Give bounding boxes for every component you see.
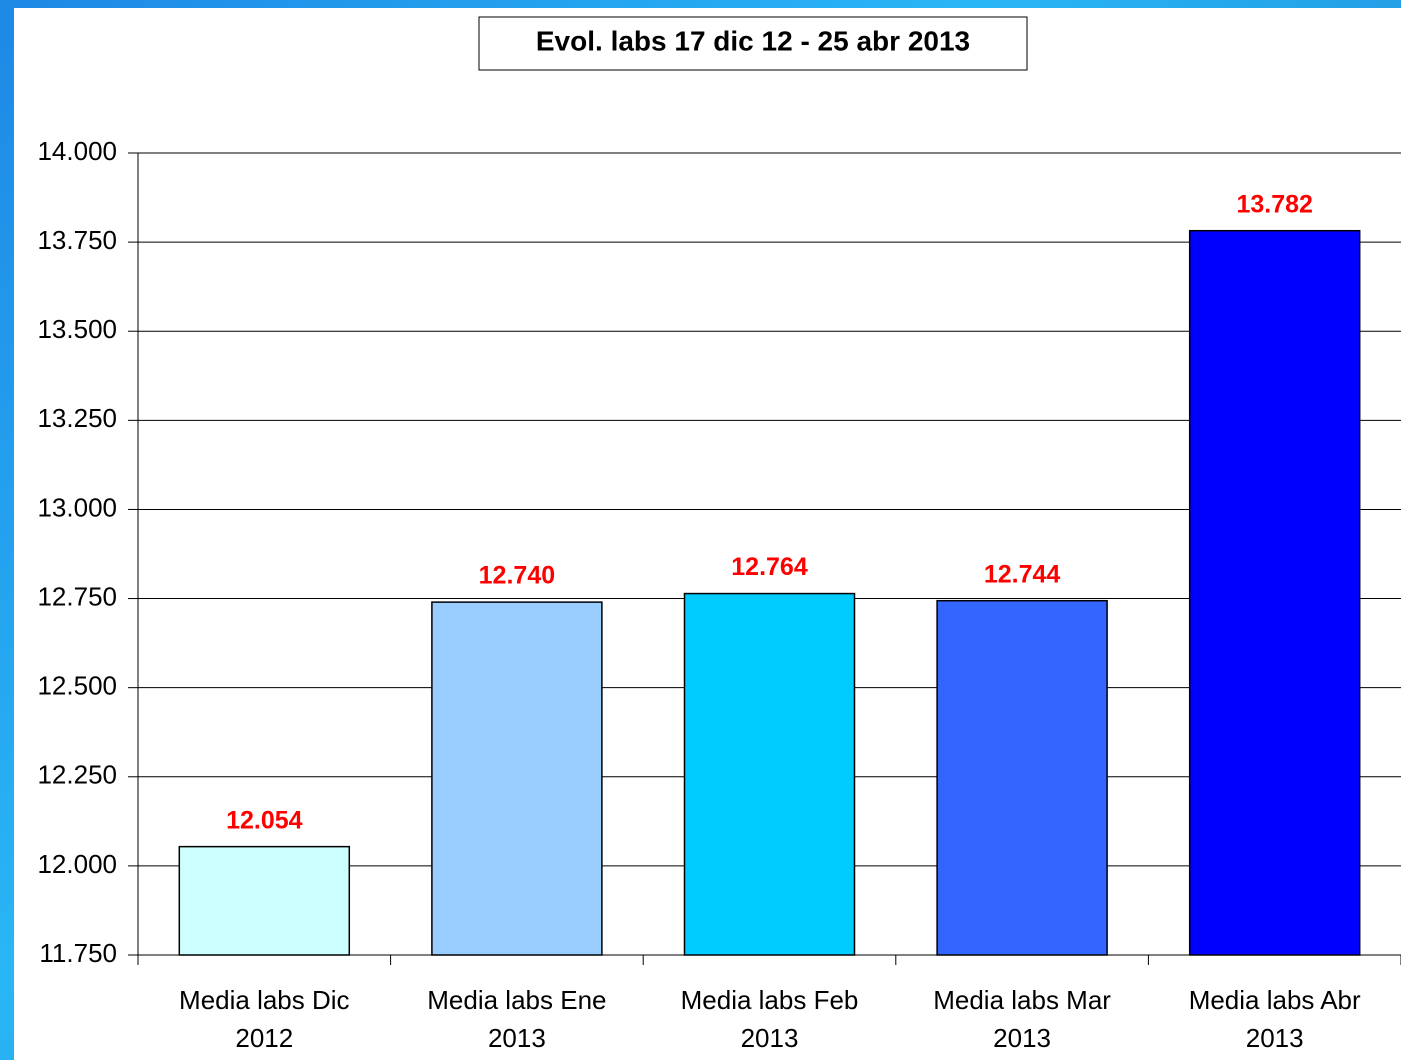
value-label: 13.782: [1236, 190, 1312, 218]
title-box: [478, 16, 1028, 71]
bar: [683, 592, 856, 956]
value-label: 12.764: [731, 553, 808, 581]
value-label-bg: [466, 560, 567, 595]
bar: [431, 601, 603, 956]
bar: [936, 599, 1108, 956]
x-tick-label: Media labs Feb 2013: [680, 985, 859, 1053]
value-label: 12.740: [479, 562, 555, 590]
y-tick-label: 13.250: [37, 403, 117, 433]
y-tick-label: 11.750: [39, 938, 117, 968]
value-label-bg: [214, 804, 315, 839]
x-tick-label: Media labs Abr 2013: [1188, 985, 1361, 1053]
y-tick-label: 12.500: [37, 671, 117, 701]
bar: [178, 845, 351, 956]
y-tick-label: 12.250: [37, 760, 117, 790]
y-tick-label: 12.000: [37, 849, 117, 879]
value-label-bg: [1224, 188, 1325, 223]
y-tick-label: 12.750: [37, 581, 117, 611]
x-tick-label: Media labs Mar 2013: [933, 985, 1111, 1053]
x-tick-label: Media labs Ene 2013: [427, 985, 607, 1053]
value-label: 12.744: [984, 560, 1061, 588]
value-label-bg: [719, 551, 820, 586]
y-tick-label: 13.500: [37, 314, 117, 344]
value-label-bg: [972, 558, 1073, 593]
bar: [1188, 229, 1361, 956]
y-tick-label: 13.000: [37, 492, 117, 522]
y-tick-label: 13.750: [37, 225, 117, 255]
y-tick-label: 14.000: [37, 136, 117, 166]
value-label: 12.054: [226, 806, 303, 834]
x-tick-label: Media labs Dic 2012: [179, 985, 350, 1053]
chart-title: Evol. labs 17 dic 12 - 25 abr 2013: [536, 25, 970, 56]
